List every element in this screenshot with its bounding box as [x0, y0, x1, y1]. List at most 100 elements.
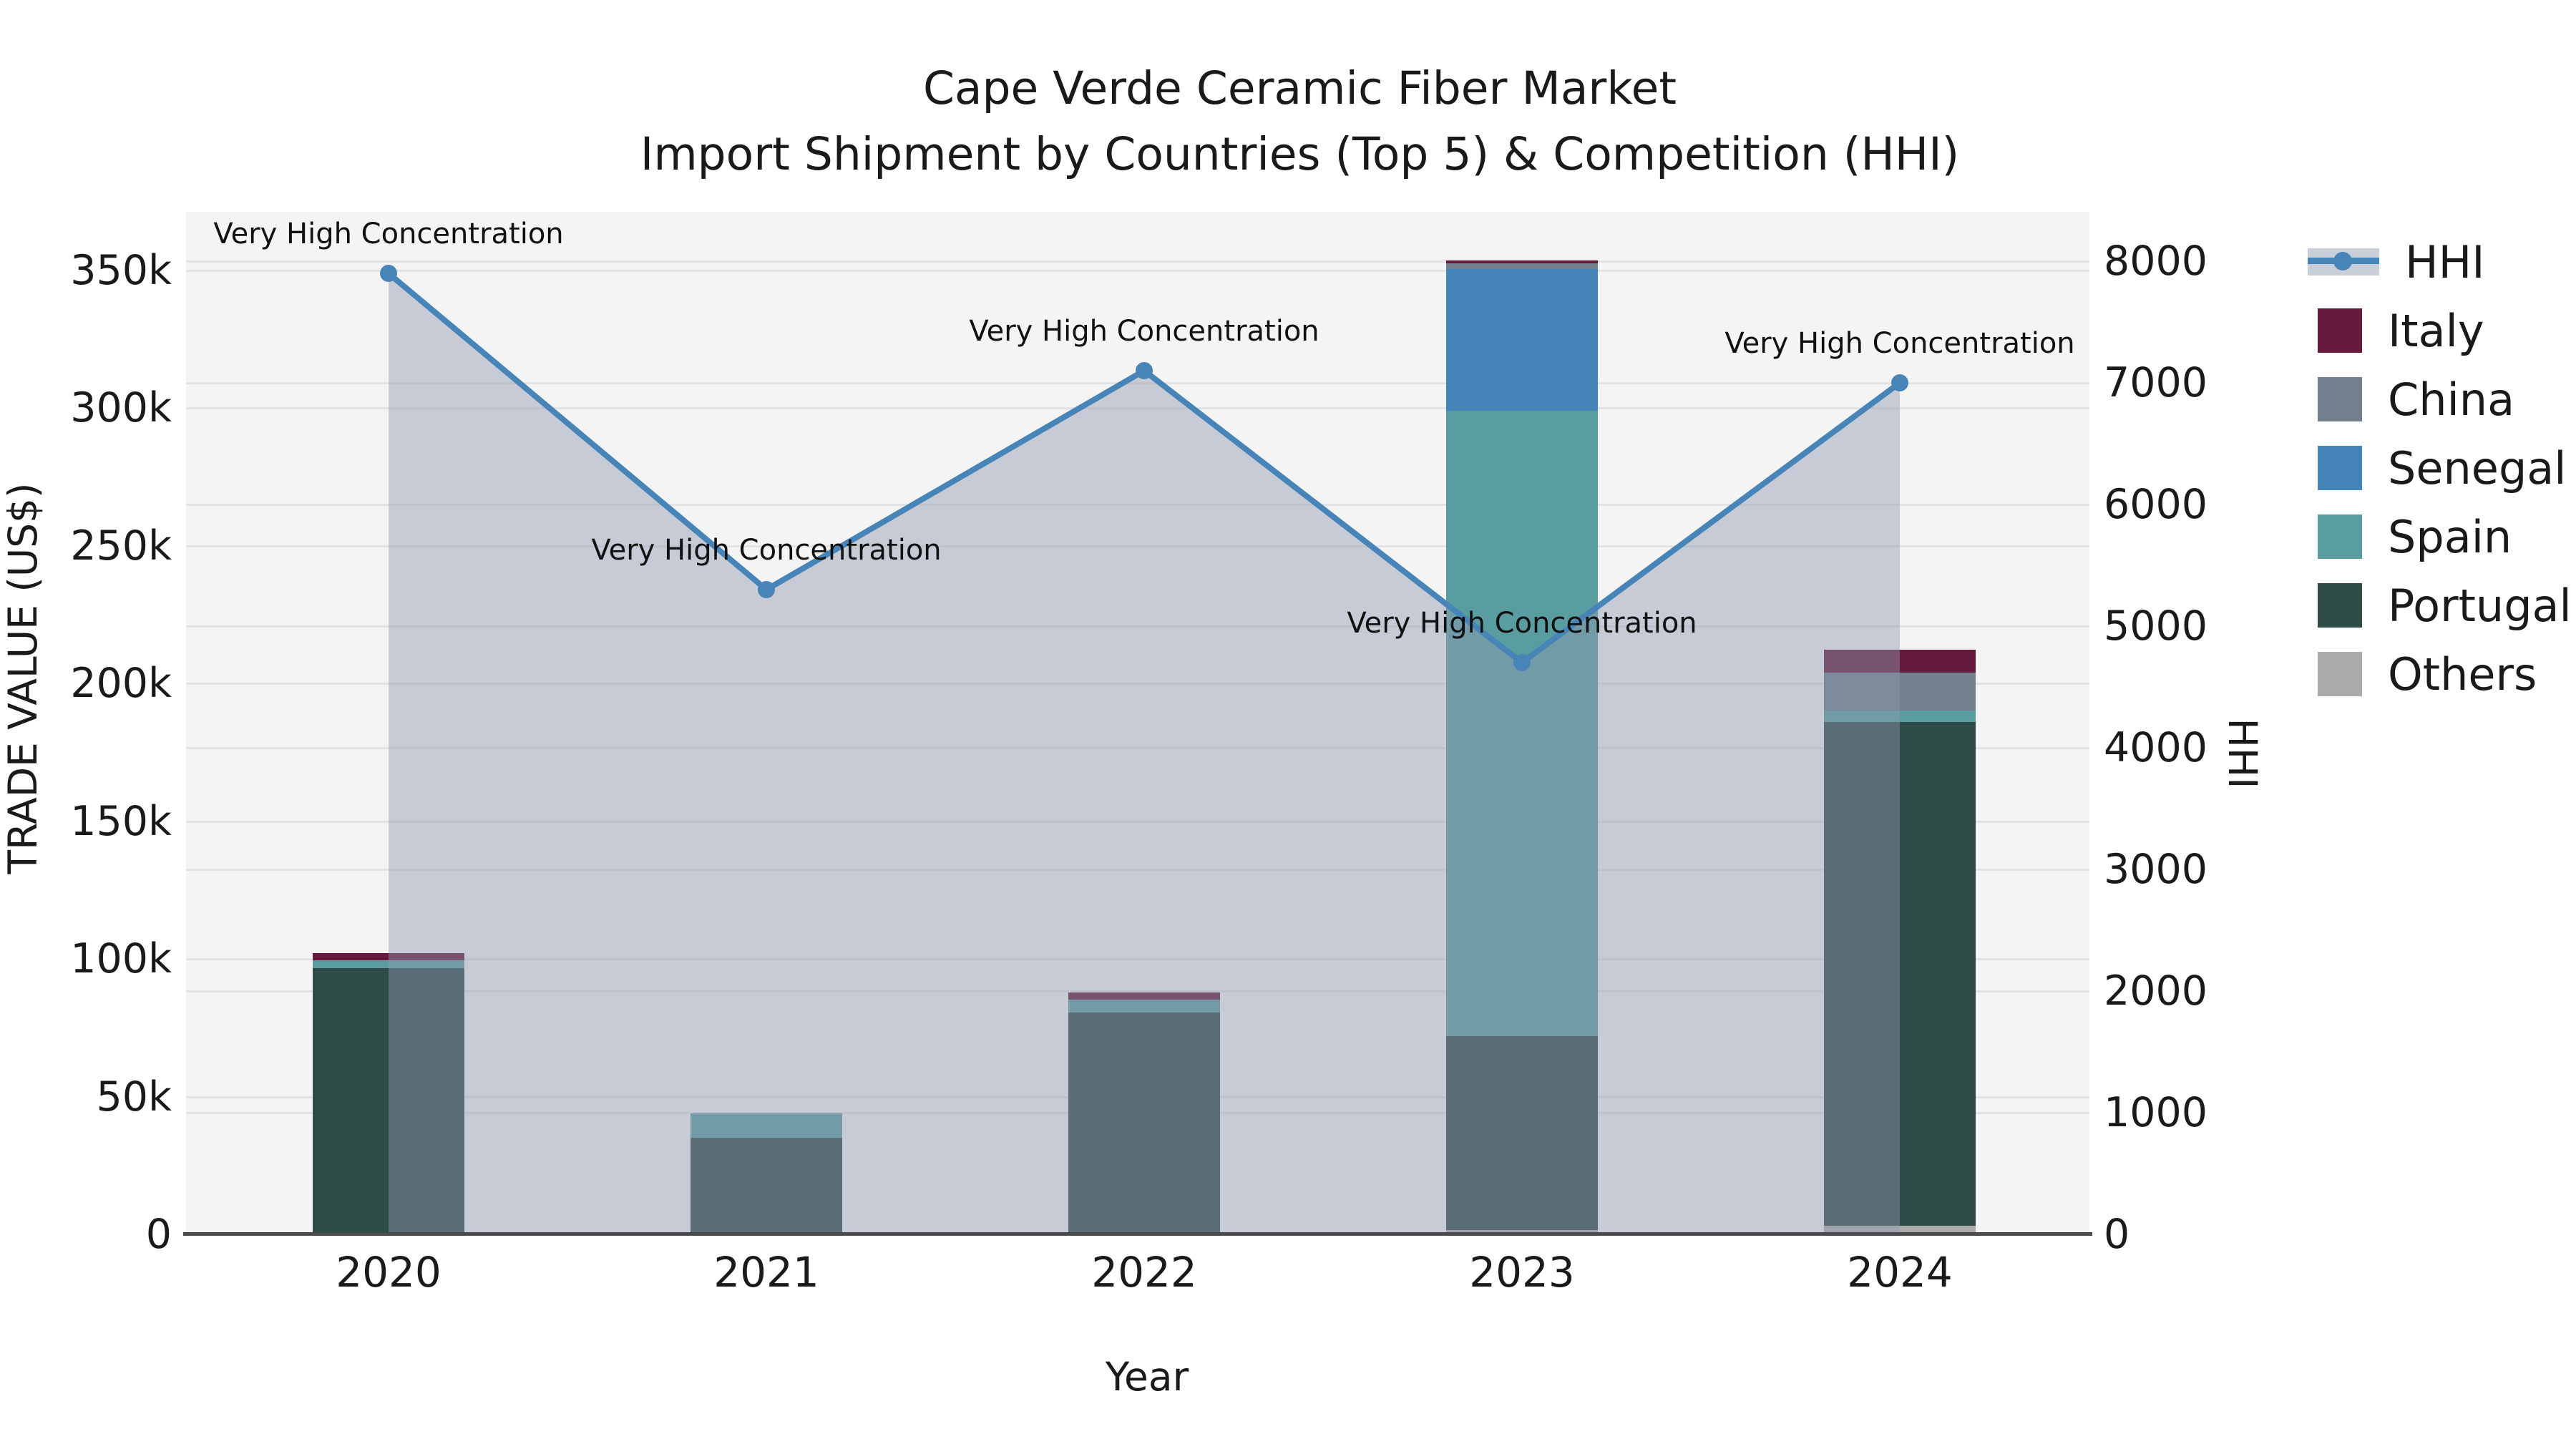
bar-2023-spain	[1446, 410, 1598, 1036]
gridline-trade-250k	[186, 545, 2089, 547]
legend-hhi-marker	[2333, 252, 2352, 270]
y-left-tick-250k: 250k	[70, 522, 172, 570]
bar-2020-spain	[313, 960, 464, 969]
hhi-area-fill	[389, 273, 1900, 1234]
bar-2024-china	[1824, 672, 1976, 711]
gridline-trade-100k	[186, 958, 2089, 960]
annotation-2020: Very High Concentration	[213, 218, 564, 250]
legend-hhi-line-sample	[2308, 248, 2379, 275]
legend-item-china: China	[2308, 365, 2572, 434]
y-left-tick-50k: 50k	[96, 1073, 172, 1121]
bar-2022-portugal	[1068, 1013, 1220, 1234]
legend-label-spain: Spain	[2388, 510, 2512, 563]
x-tick-2022: 2022	[1091, 1248, 1197, 1297]
bar-2023-italy	[1446, 260, 1598, 263]
legend-label-senegal: Senegal	[2388, 441, 2567, 494]
x-tick-2021: 2021	[713, 1248, 819, 1297]
legend-item-spain: Spain	[2308, 502, 2572, 571]
bar-2024-portugal	[1824, 721, 1976, 1226]
y-right-tick-0: 0	[2104, 1211, 2130, 1258]
x-tick-2020: 2020	[336, 1248, 441, 1297]
legend-item-italy: Italy	[2308, 296, 2572, 365]
hhi-point-2020	[380, 265, 397, 282]
y-right-tick-2000: 2000	[2104, 967, 2208, 1015]
legend-item-senegal: Senegal	[2308, 434, 2572, 502]
x-tick-2024: 2024	[1847, 1248, 1953, 1297]
hhi-point-2021	[758, 581, 775, 598]
legend-label-italy: Italy	[2388, 304, 2484, 357]
gridline-hhi-3000	[186, 869, 2089, 871]
bar-2020-italy	[313, 953, 464, 960]
y-left-tick-200k: 200k	[70, 660, 172, 707]
gridline-trade-350k	[186, 269, 2089, 272]
x-axis-title: Year	[1105, 1354, 1189, 1400]
gridline-hhi-5000	[186, 625, 2089, 628]
legend-label-others: Others	[2388, 648, 2537, 701]
y-left-tick-150k: 150k	[70, 797, 172, 845]
annotation-2024: Very High Concentration	[1724, 327, 2075, 360]
legend-swatch-italy	[2318, 308, 2362, 353]
x-tick-2023: 2023	[1469, 1248, 1575, 1297]
gridline-hhi-4000	[186, 747, 2089, 749]
hhi-point-2024	[1891, 374, 1908, 391]
legend-label-china: China	[2388, 373, 2515, 426]
y-right-tick-8000: 8000	[2104, 238, 2208, 285]
y-axis-left-title: TRADE VALUE (US$)	[0, 482, 46, 874]
legend-swatch-senegal	[2318, 446, 2362, 490]
bar-2022-spain	[1068, 1000, 1220, 1013]
gridline-hhi-7000	[186, 382, 2089, 384]
chart-title-block: Cape Verde Ceramic Fiber Market Import S…	[0, 56, 2576, 187]
gridline-hhi-8000	[186, 260, 2089, 263]
bar-2024-spain	[1824, 710, 1976, 722]
y-right-tick-4000: 4000	[2104, 724, 2208, 771]
legend-item-others: Others	[2308, 640, 2572, 708]
legend-swatch-others	[2318, 652, 2362, 696]
legend-label-portugal: Portugal	[2388, 579, 2572, 632]
legend-swatch-portugal	[2318, 583, 2362, 628]
y-right-tick-7000: 7000	[2104, 359, 2208, 406]
gridline-hhi-2000	[186, 990, 2089, 992]
legend-swatch-china	[2318, 377, 2362, 421]
y-left-tick-100k: 100k	[70, 935, 172, 982]
y-left-tick-300k: 300k	[70, 384, 172, 431]
gridline-trade-200k	[186, 683, 2089, 685]
annotation-2023: Very High Concentration	[1347, 607, 1697, 640]
bar-2023-portugal	[1446, 1035, 1598, 1231]
annotation-2021: Very High Concentration	[591, 534, 942, 567]
y-right-tick-5000: 5000	[2104, 602, 2208, 650]
bar-2022-italy	[1068, 992, 1220, 1000]
y-left-tick-0: 0	[145, 1211, 172, 1258]
gridline-trade-150k	[186, 820, 2089, 823]
bar-2024-others	[1824, 1226, 1976, 1234]
bar-2024-italy	[1824, 650, 1976, 673]
x-axis-line	[183, 1232, 2092, 1236]
legend-item-portugal: Portugal	[2308, 571, 2572, 640]
bar-2023-senegal	[1446, 268, 1598, 411]
y-right-tick-1000: 1000	[2104, 1089, 2208, 1136]
gridline-hhi-6000	[186, 504, 2089, 506]
y-left-tick-350k: 350k	[70, 246, 172, 294]
y-right-tick-6000: 6000	[2104, 481, 2208, 528]
chart-subtitle: Import Shipment by Countries (Top 5) & C…	[640, 128, 1960, 180]
legend-label-hhi: HHI	[2405, 235, 2485, 288]
y-right-tick-3000: 3000	[2104, 846, 2208, 893]
annotation-2022: Very High Concentration	[969, 315, 1319, 348]
hhi-point-2023	[1513, 654, 1531, 671]
bar-2023-china	[1446, 263, 1598, 269]
gridline-trade-300k	[186, 407, 2089, 409]
y-axis-right-title: HHI	[2220, 718, 2265, 789]
legend-item-hhi: HHI	[2308, 228, 2572, 296]
chart-title: Cape Verde Ceramic Fiber Market	[922, 62, 1677, 114]
bar-2021-portugal	[691, 1138, 842, 1234]
legend-swatch-spain	[2318, 514, 2362, 559]
bar-2020-portugal	[313, 968, 464, 1234]
bar-2021-spain	[691, 1113, 842, 1138]
hhi-point-2022	[1136, 362, 1153, 379]
legend: HHI Italy China Senegal Spain Portugal Others	[2308, 228, 2572, 708]
